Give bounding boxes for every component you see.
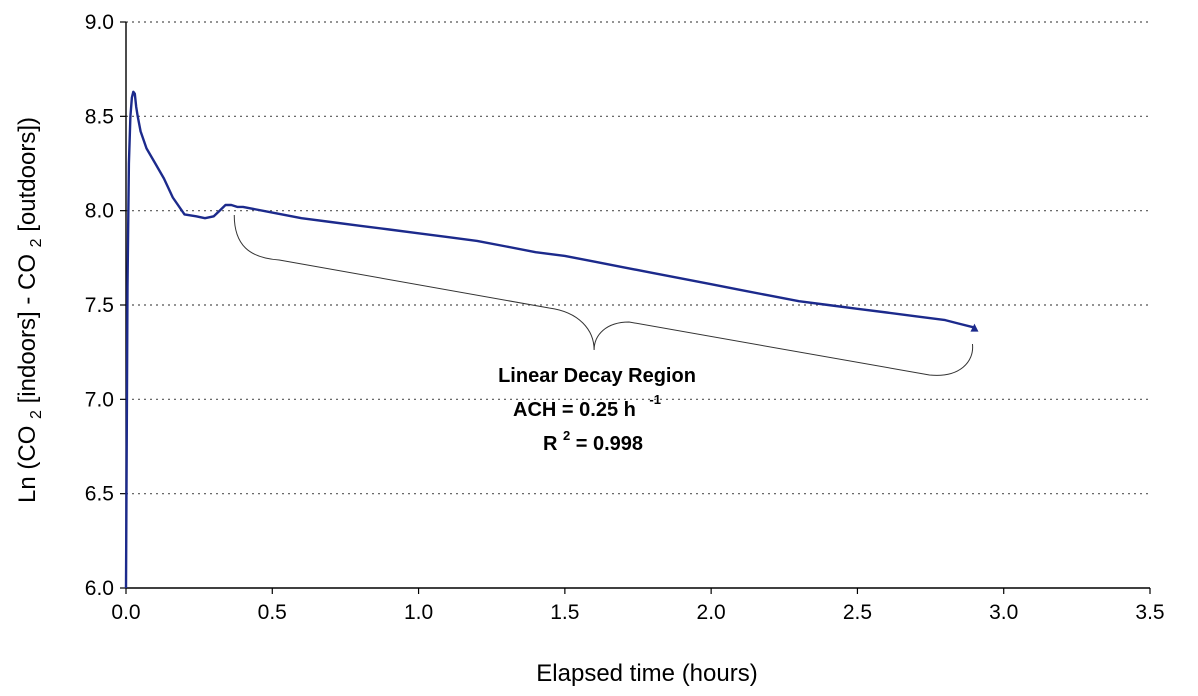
x-tick-label-2.0: 2.0 bbox=[697, 601, 726, 624]
x-axis-title: Elapsed time (hours) bbox=[536, 660, 757, 687]
y-tick-label-8.5: 8.5 bbox=[85, 105, 114, 128]
brace-path bbox=[233, 214, 973, 376]
y-title-sub1: 2 bbox=[28, 410, 45, 419]
y-title-part3: [outdoors]) bbox=[14, 117, 41, 232]
y-axis-title: Ln (CO 2 [indoors] - CO 2 [outdoors]) bbox=[14, 117, 47, 503]
y-tick-label-6.0: 6.0 bbox=[85, 577, 114, 600]
annotation-line3: R 2 = 0.998 bbox=[543, 423, 643, 455]
y-tick-label-6.5: 6.5 bbox=[85, 483, 114, 506]
series-end-marker-0 bbox=[970, 323, 979, 332]
annotation-text: Linear Decay Region ACH = 0.25 h -1 R 2 … bbox=[498, 365, 696, 455]
x-tick-labels: 0.0 0.5 1.0 1.5 2.0 2.5 3.0 3.5 bbox=[111, 601, 1164, 624]
annotation-r-sup: 2 bbox=[563, 428, 570, 443]
y-title-part1: Ln (CO bbox=[14, 426, 41, 503]
annotation-brace bbox=[233, 214, 973, 376]
y-title-part2: [indoors] - CO bbox=[14, 254, 41, 403]
annotation-r-value: = 0.998 bbox=[576, 433, 643, 455]
series-group bbox=[124, 90, 979, 589]
x-tick-label-1.0: 1.0 bbox=[404, 601, 433, 624]
x-tick-label-1.5: 1.5 bbox=[550, 601, 579, 624]
x-tick-label-3.0: 3.0 bbox=[989, 601, 1018, 624]
y-tick-label-9.0: 9.0 bbox=[85, 11, 114, 34]
y-tick-label-7.5: 7.5 bbox=[85, 294, 114, 317]
x-tick-label-0.0: 0.0 bbox=[111, 601, 140, 624]
annotation-line2: ACH = 0.25 h -1 bbox=[513, 392, 661, 421]
annotation-r: R bbox=[543, 433, 558, 455]
x-tick-label-3.5: 3.5 bbox=[1135, 601, 1164, 624]
gridlines bbox=[126, 21, 1150, 495]
x-tick-label-2.5: 2.5 bbox=[843, 601, 872, 624]
y-title-sub2: 2 bbox=[28, 238, 45, 247]
x-tick-label-0.5: 0.5 bbox=[258, 601, 287, 624]
y-tick-label-7.0: 7.0 bbox=[85, 388, 114, 411]
y-tick-labels: 6.0 6.5 7.0 7.5 8.0 8.5 9.0 bbox=[85, 11, 114, 600]
series-line-0 bbox=[124, 90, 975, 589]
annotation-ach-sup: -1 bbox=[649, 392, 661, 407]
annotation-line1: Linear Decay Region bbox=[498, 365, 696, 387]
y-tick-label-8.0: 8.0 bbox=[85, 200, 114, 223]
annotation-ach: ACH = 0.25 h bbox=[513, 399, 636, 421]
